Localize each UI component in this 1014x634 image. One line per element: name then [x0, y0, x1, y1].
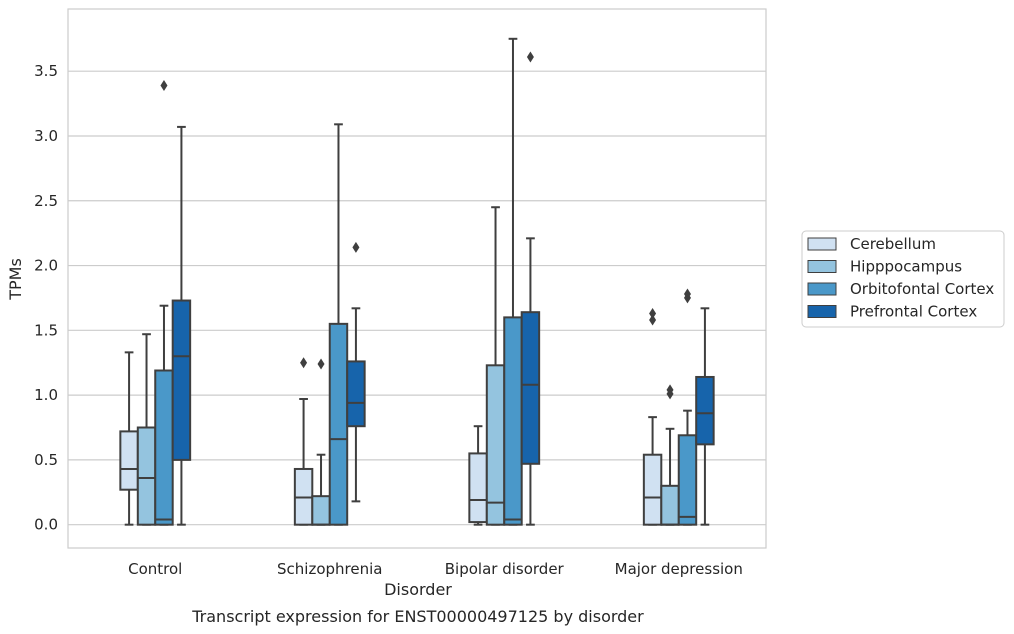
y-axis-ticks: 0.0 0.5 1.0 1.5 2.0 2.5 3.0 3.5: [34, 62, 58, 533]
legend-swatch: [807, 305, 837, 318]
legend-swatch: [807, 237, 837, 251]
y-tick-label: 2.5: [34, 192, 58, 210]
legend-label: Orbitofontal Cortex: [850, 280, 994, 298]
box-body: [346, 360, 366, 428]
box-cerebellum: [642, 307, 663, 526]
y-tick-label: 0.0: [34, 516, 58, 534]
outlier-point: [683, 288, 691, 300]
box-body: [520, 311, 541, 465]
x-tick-label: Control: [128, 560, 182, 578]
legend-swatch: [807, 260, 837, 273]
boxes: [119, 37, 715, 526]
y-tick-label: 3.5: [34, 62, 58, 80]
box-prefrontal-cortex: [346, 241, 366, 503]
outlier-point: [317, 358, 325, 370]
box-body: [171, 299, 192, 461]
y-tick-label: 1.5: [34, 321, 58, 339]
box-prefrontal-cortex: [520, 51, 541, 526]
box-body: [468, 452, 488, 524]
legend-label: Hipppocampus: [850, 258, 962, 276]
box-body: [642, 453, 663, 526]
legend-swatch: [807, 282, 837, 296]
box-body: [136, 426, 157, 526]
x-axis-ticks: Control Schizophrenia Bipolar disorder Majo…: [128, 560, 743, 578]
box-cerebellum: [119, 351, 139, 526]
box-body: [695, 375, 715, 446]
box-body: [119, 430, 139, 491]
outlier-point: [160, 79, 168, 91]
y-tick-label: 1.0: [34, 386, 58, 404]
x-tick-label: Bipolar disorder: [445, 560, 565, 578]
box-body: [328, 322, 349, 526]
box-orbitofontal-cortex: [503, 37, 523, 526]
outlier-point: [300, 357, 308, 369]
y-tick-label: 2.0: [34, 257, 58, 275]
plot-frame: [67, 8, 767, 549]
x-axis-label: Disorder: [384, 580, 452, 599]
chart-caption: Transcript expression for ENST0000049712…: [191, 607, 644, 626]
box-body: [677, 434, 698, 526]
legend-label: Prefrontal Cortex: [850, 303, 977, 321]
outlier-point: [666, 384, 674, 396]
box-prefrontal-cortex: [695, 307, 715, 526]
y-tick-label: 3.0: [34, 127, 58, 145]
x-tick-label: Major depression: [615, 560, 743, 578]
box-prefrontal-cortex: [171, 125, 192, 526]
y-tick-label: 0.5: [34, 451, 58, 469]
legend: Cerebellum Hipppocampus Orbitofontal Corte…: [801, 230, 1005, 328]
box-body: [503, 316, 523, 526]
outlier-point: [526, 51, 534, 63]
box-body: [485, 364, 506, 526]
box-body: [660, 484, 680, 526]
x-tick-label: Schizophrenia: [277, 560, 382, 578]
outlier-point: [352, 241, 360, 253]
outlier-point: [649, 314, 657, 326]
legend-label: Cerebellum: [850, 235, 936, 253]
outlier-point: [649, 307, 657, 319]
box-cerebellum: [468, 425, 488, 526]
box-orbitofontal-cortex: [677, 288, 698, 526]
y-axis-label: TPMs: [6, 258, 25, 301]
box-body: [311, 495, 331, 526]
box-body: [154, 369, 174, 526]
box-cerebellum: [293, 357, 314, 526]
legend-frame: [801, 230, 1005, 328]
